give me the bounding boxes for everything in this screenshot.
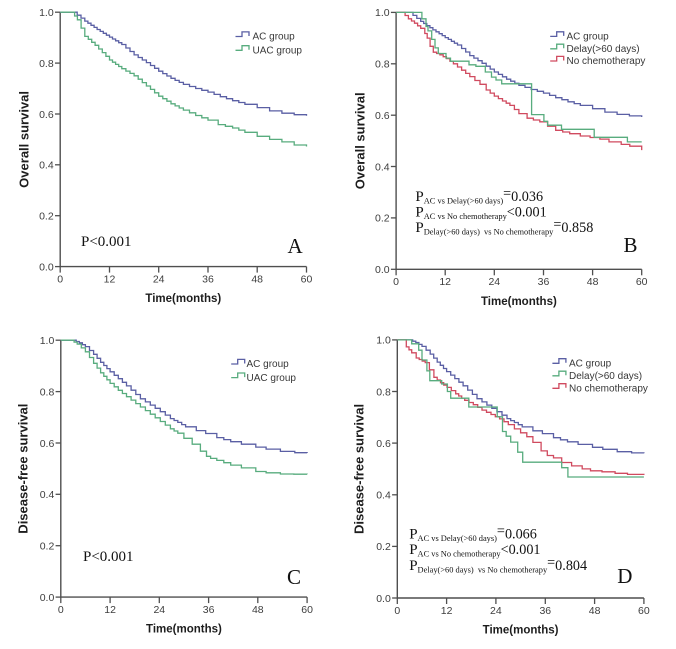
svg-text:Delay(>60 days): Delay(>60 days) bbox=[569, 371, 642, 382]
svg-text:AC group: AC group bbox=[253, 32, 296, 43]
svg-text:0: 0 bbox=[393, 276, 399, 288]
svg-text:Disease-free survival: Disease-free survival bbox=[352, 404, 367, 534]
svg-text:0.2: 0.2 bbox=[39, 211, 54, 223]
svg-text:D: D bbox=[617, 564, 632, 588]
svg-text:0.4: 0.4 bbox=[375, 161, 390, 173]
svg-text:0.4: 0.4 bbox=[40, 489, 55, 501]
svg-text:0.2: 0.2 bbox=[375, 213, 390, 225]
svg-text:Disease-free survival: Disease-free survival bbox=[16, 404, 31, 534]
svg-text:0.0: 0.0 bbox=[39, 261, 54, 273]
svg-text:No chemotherapy: No chemotherapy bbox=[569, 384, 648, 395]
svg-text:0.8: 0.8 bbox=[375, 59, 390, 71]
svg-text:UAC group: UAC group bbox=[253, 46, 303, 57]
svg-text:Overall survival: Overall survival bbox=[16, 91, 31, 188]
svg-text:0.4: 0.4 bbox=[376, 490, 391, 502]
svg-text:12: 12 bbox=[441, 605, 453, 617]
svg-text:Time(months): Time(months) bbox=[146, 624, 222, 636]
svg-text:0.0: 0.0 bbox=[376, 593, 391, 605]
svg-text:48: 48 bbox=[587, 276, 599, 288]
svg-text:24: 24 bbox=[490, 605, 502, 617]
svg-text:0.6: 0.6 bbox=[376, 438, 391, 450]
svg-text:AC group: AC group bbox=[247, 359, 290, 370]
svg-text:C: C bbox=[287, 565, 301, 589]
svg-text:0.0: 0.0 bbox=[40, 592, 55, 604]
svg-text:0.6: 0.6 bbox=[375, 110, 390, 122]
svg-text:36: 36 bbox=[203, 604, 215, 616]
svg-text:36: 36 bbox=[539, 605, 551, 617]
svg-text:24: 24 bbox=[153, 273, 165, 285]
svg-text:0.6: 0.6 bbox=[39, 109, 54, 121]
svg-text:0.0: 0.0 bbox=[375, 264, 390, 276]
svg-text:12: 12 bbox=[104, 273, 116, 285]
svg-text:0.2: 0.2 bbox=[376, 541, 391, 553]
svg-text:0: 0 bbox=[58, 604, 64, 616]
svg-text:No chemotherapy: No chemotherapy bbox=[567, 56, 646, 67]
svg-text:24: 24 bbox=[488, 276, 500, 288]
svg-text:60: 60 bbox=[301, 273, 313, 285]
svg-text:B: B bbox=[624, 233, 638, 257]
svg-text:AC group: AC group bbox=[569, 359, 612, 370]
svg-text:48: 48 bbox=[252, 604, 264, 616]
svg-text:60: 60 bbox=[638, 605, 650, 617]
svg-text:36: 36 bbox=[202, 273, 214, 285]
svg-text:24: 24 bbox=[153, 604, 165, 616]
svg-text:0.8: 0.8 bbox=[39, 58, 54, 70]
svg-text:A: A bbox=[288, 234, 304, 258]
svg-text:1.0: 1.0 bbox=[39, 7, 54, 19]
svg-text:UAC group: UAC group bbox=[247, 373, 297, 384]
svg-text:12: 12 bbox=[104, 604, 116, 616]
svg-text:1.0: 1.0 bbox=[375, 7, 390, 19]
svg-text:0.6: 0.6 bbox=[40, 438, 55, 450]
svg-text:0.8: 0.8 bbox=[376, 386, 391, 398]
svg-text:Overall survival: Overall survival bbox=[352, 92, 367, 189]
svg-text:1.0: 1.0 bbox=[40, 335, 55, 347]
svg-text:60: 60 bbox=[636, 276, 648, 288]
svg-text:0: 0 bbox=[57, 273, 63, 285]
svg-text:Time(months): Time(months) bbox=[481, 296, 557, 308]
svg-text:Time(months): Time(months) bbox=[483, 625, 559, 637]
svg-text:0.2: 0.2 bbox=[40, 541, 55, 553]
svg-text:36: 36 bbox=[538, 276, 550, 288]
svg-text:0: 0 bbox=[394, 605, 400, 617]
svg-text:0.8: 0.8 bbox=[40, 386, 55, 398]
svg-text:48: 48 bbox=[589, 605, 601, 617]
svg-text:AC group: AC group bbox=[567, 32, 610, 43]
svg-text:60: 60 bbox=[301, 604, 313, 616]
svg-text:P<0.001: P<0.001 bbox=[81, 234, 132, 250]
svg-text:Delay(>60 days): Delay(>60 days) bbox=[567, 44, 640, 55]
svg-text:1.0: 1.0 bbox=[376, 335, 391, 347]
svg-text:12: 12 bbox=[439, 276, 451, 288]
svg-text:48: 48 bbox=[251, 273, 263, 285]
svg-text:0.4: 0.4 bbox=[39, 160, 54, 172]
svg-text:P<0.001: P<0.001 bbox=[83, 549, 134, 565]
svg-text:Time(months): Time(months) bbox=[145, 293, 221, 305]
